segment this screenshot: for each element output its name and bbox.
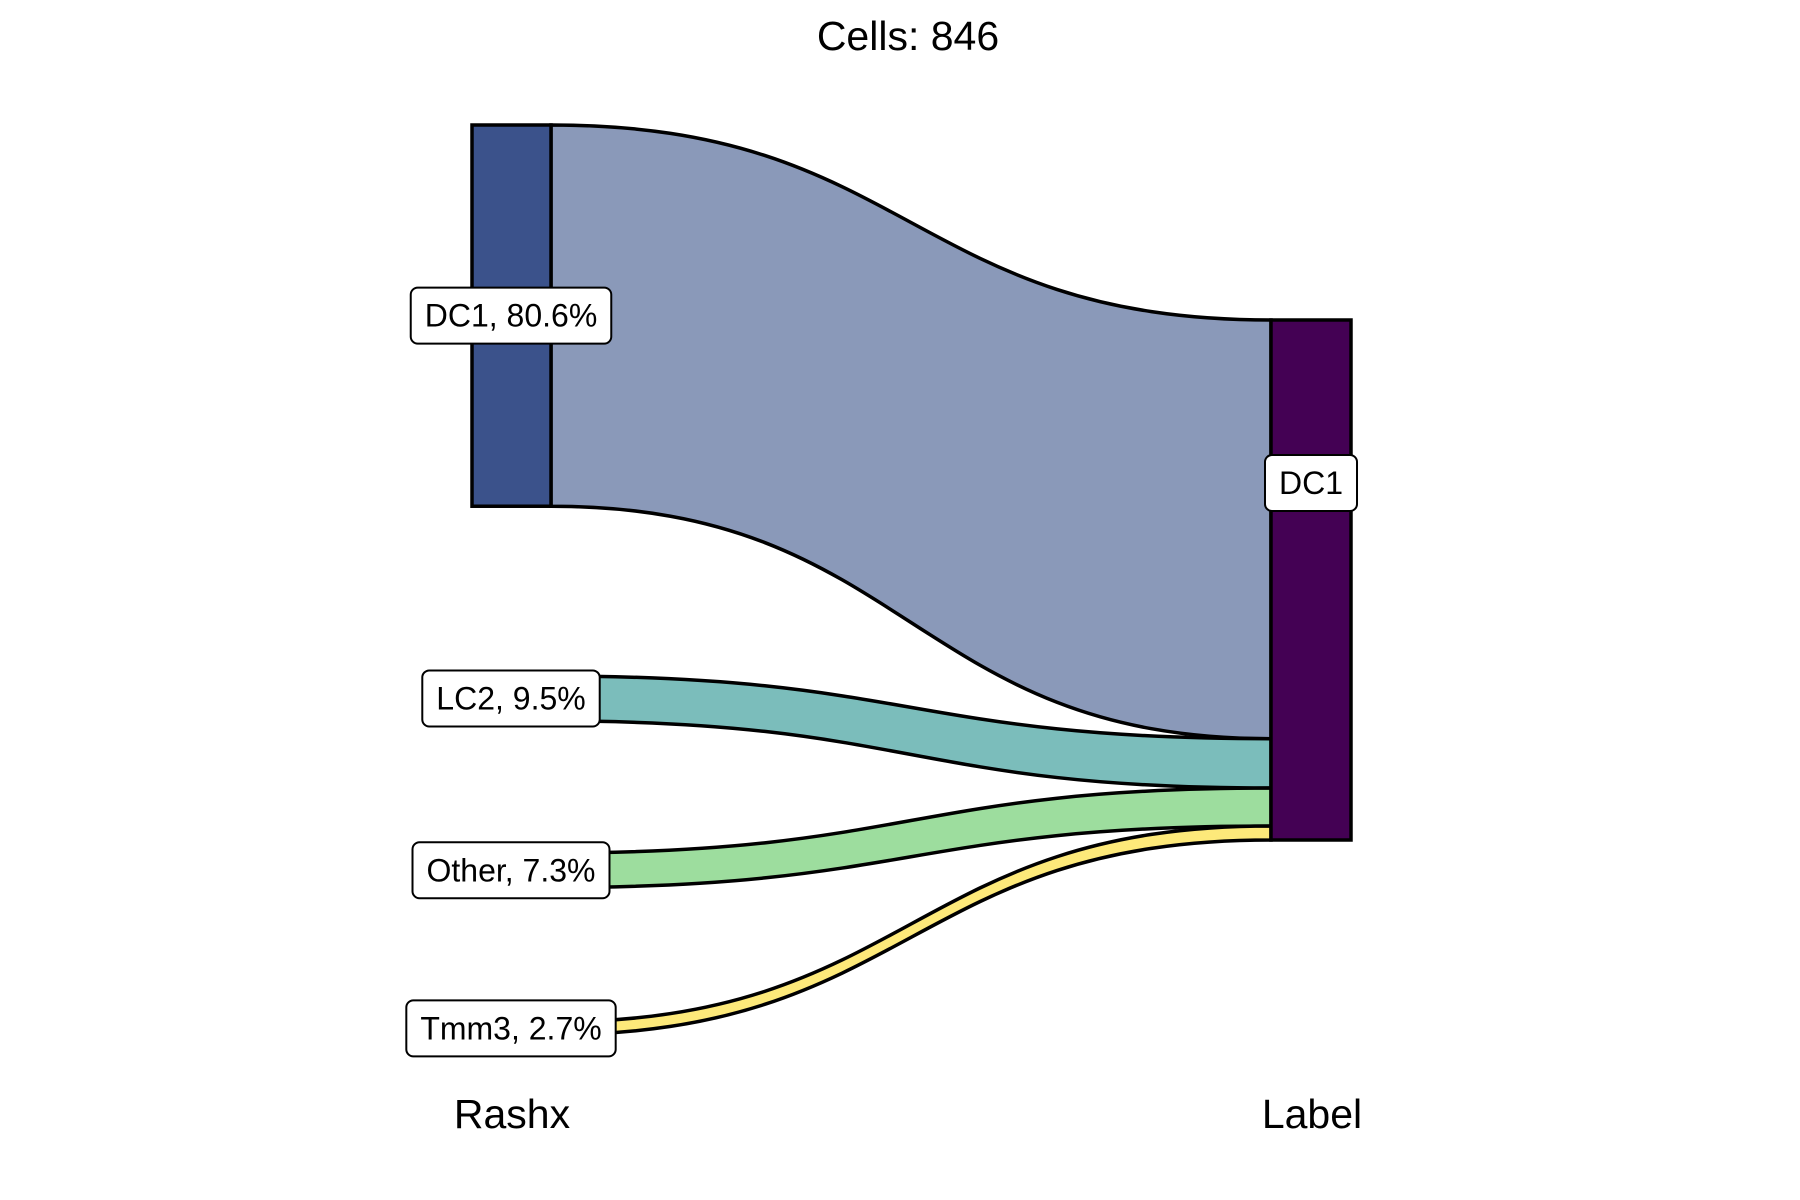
source-label-other-text: Other, 7.3% [427,852,596,888]
source-label-other: Other, 7.3% [411,841,611,900]
target-label-dc1-text: DC1 [1279,465,1343,501]
chart-title: Cells: 846 [817,13,999,59]
flows-layer [549,123,1273,1037]
target-label-dc1: DC1 [1263,454,1359,512]
target-label-dc1-box [1263,454,1359,512]
source-label-lc2-box [421,669,601,728]
source-label-tmm3-text: Tmm3, 2.7% [420,1010,601,1046]
source-label-dc1-text: DC1, 80.6% [425,298,598,334]
source-label-lc2-text: LC2, 9.5% [436,680,585,716]
labels-layer: DC1, 80.6% LC2, 9.5% Other, 7.3% Tmm3, 2.7%… [405,286,1359,1058]
source-label-lc2: LC2, 9.5% [421,669,601,728]
source-label-other-box [411,841,611,900]
flow-dc1-to-dc1 [549,123,1273,741]
source-label-dc1-box [409,286,613,345]
source-label-tmm3-box [405,999,617,1058]
target-node-dc1 [1269,318,1353,842]
axis-label-target: Label [1262,1091,1362,1137]
source-label-dc1: DC1, 80.6% [409,286,613,345]
axis-label-source: Rashx [454,1091,571,1137]
source-label-tmm3: Tmm3, 2.7% [405,999,617,1058]
